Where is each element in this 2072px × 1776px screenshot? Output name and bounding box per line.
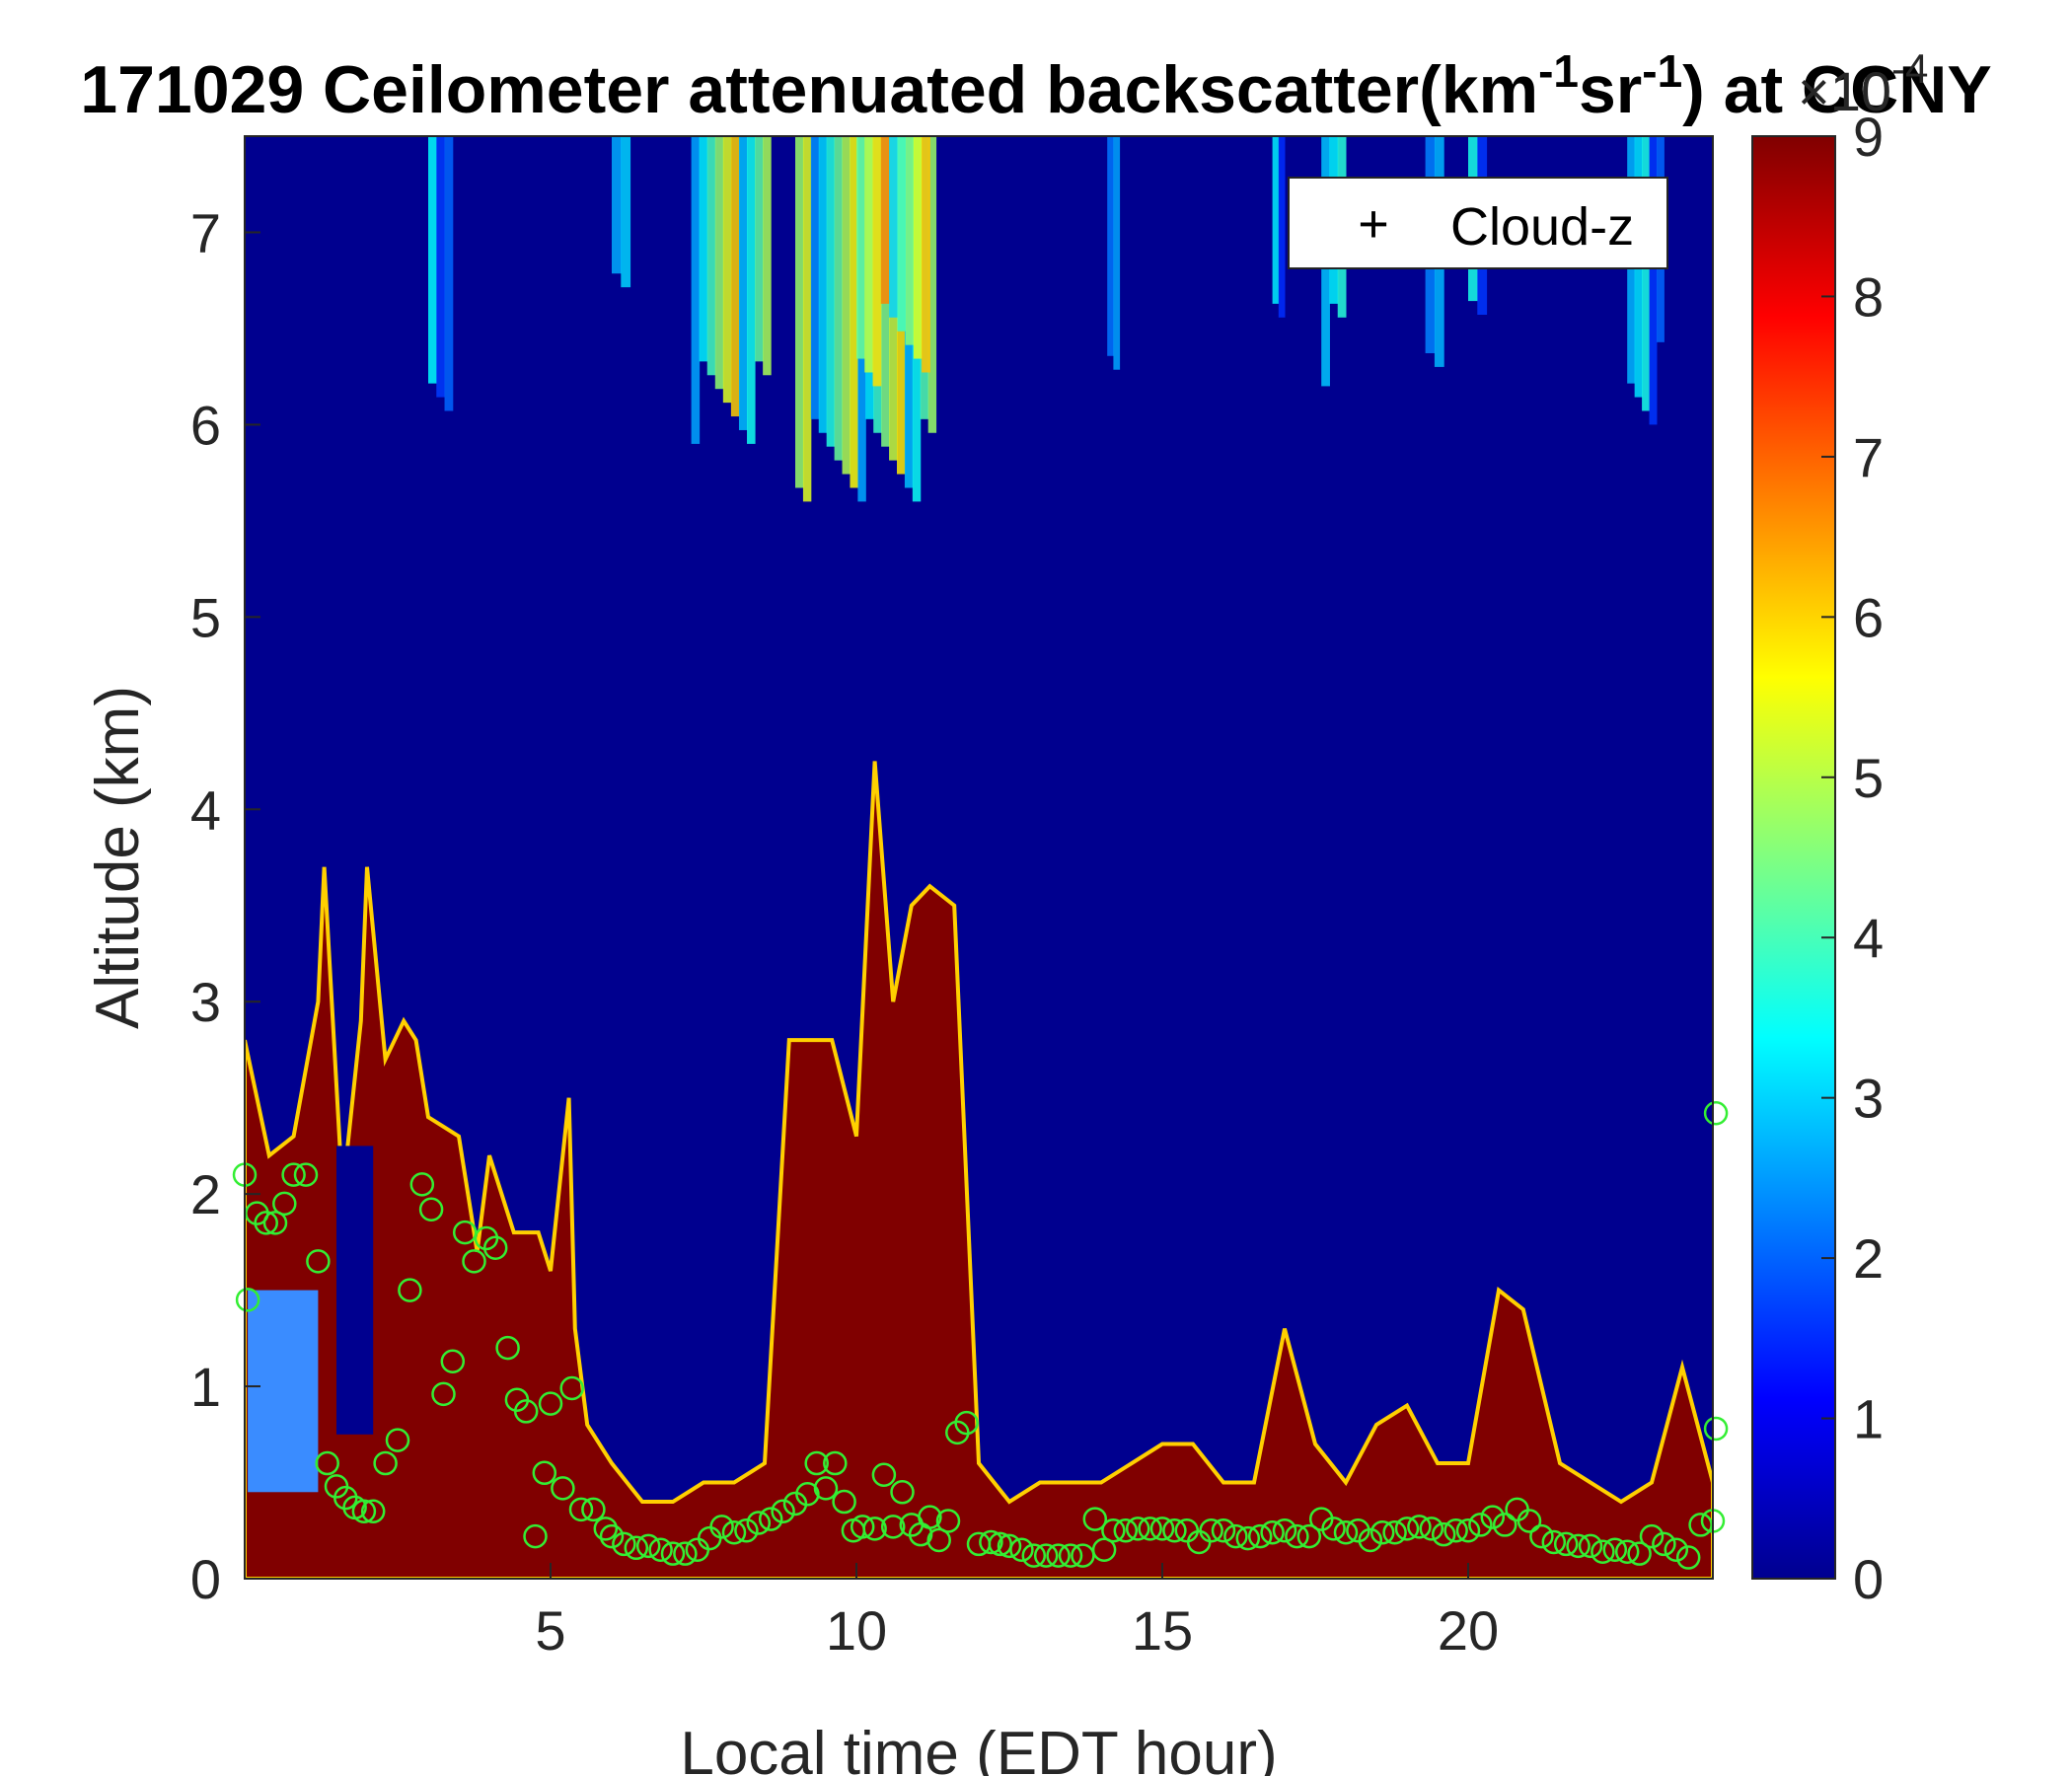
y-tick-label: 2 [190, 1163, 221, 1225]
colorbar-tick-label: 2 [1853, 1227, 1884, 1290]
cloud-streak [1113, 136, 1120, 370]
plot-area: 5 10 15 20 0 1 2 3 4 5 6 7 [190, 136, 1727, 1662]
cloud-streak [621, 136, 630, 287]
cloud-streak [881, 136, 890, 304]
cloud-streak [819, 136, 827, 433]
cloud-streak [428, 136, 437, 384]
cloud-streak [731, 136, 740, 416]
cloud-streak [707, 136, 716, 375]
cloud-streak [612, 136, 622, 273]
y-tick-label: 6 [190, 394, 221, 456]
cloud-streak [795, 136, 803, 487]
cloud-streak [763, 136, 772, 375]
cloud-streak [700, 136, 708, 361]
cloud-streak [864, 136, 873, 372]
cloud-streak [715, 136, 724, 389]
y-tick-label: 7 [190, 201, 221, 263]
low-backscatter-patch [248, 1291, 318, 1493]
cloud-streak [897, 136, 906, 332]
cloud-streak [843, 136, 851, 475]
colorbar-tick-label: 7 [1853, 426, 1884, 488]
colorbar-tick-label: 8 [1853, 265, 1884, 328]
x-tick-label: 20 [1438, 1599, 1499, 1662]
cloud-streak [914, 136, 923, 359]
cloud-streak [827, 136, 835, 447]
cloud-streak [739, 136, 748, 430]
cloud-streak [873, 136, 882, 386]
cloud-streak [436, 136, 445, 398]
colorbar: 0123456789 ×10-4 [1752, 45, 1928, 1610]
y-tick-label: 3 [190, 971, 221, 1033]
x-tick-label: 15 [1132, 1599, 1193, 1662]
cloud-streak [723, 136, 732, 403]
cloud-streak [692, 136, 701, 444]
cloud-streak [922, 136, 930, 372]
x-axis-label: Local time (EDT hour) [680, 1720, 1277, 1776]
cloud-streak [835, 136, 843, 461]
legend: + Cloud-z [1289, 178, 1667, 268]
colorbar-tick-label: 4 [1853, 907, 1884, 969]
cloud-streak [445, 136, 454, 410]
cloud-streak [1273, 136, 1280, 304]
cloud-streak [856, 136, 865, 359]
legend-marker: + [1358, 194, 1389, 254]
colorbar-tick-label: 1 [1853, 1388, 1884, 1450]
clear-gap-patch [336, 1146, 373, 1434]
y-tick-label: 0 [190, 1548, 221, 1610]
legend-label: Cloud-z [1450, 197, 1634, 257]
cloud-streak [906, 136, 915, 345]
y-axis-label: Altitude (km) [84, 686, 152, 1029]
cloud-streak [803, 136, 811, 501]
colorbar-tick-label: 3 [1853, 1068, 1884, 1130]
y-tick-label: 1 [190, 1356, 221, 1418]
cloud-streak [755, 136, 764, 361]
y-tick-label: 5 [190, 586, 221, 648]
colorbar-tick-label: 5 [1853, 747, 1884, 809]
colorbar-tick-label: 0 [1853, 1548, 1884, 1610]
colorbar-tick-label: 6 [1853, 586, 1884, 648]
cloud-streak [811, 136, 819, 419]
x-tick-label: 10 [826, 1599, 887, 1662]
cloud-streak [889, 136, 898, 318]
chart-title: 171029 Ceilometer attenuated backscatter… [80, 45, 1991, 127]
colorbar-gradient [1752, 136, 1835, 1579]
cloud-streak [747, 136, 756, 444]
cloud-streak [1279, 136, 1286, 318]
y-tick-label: 4 [190, 778, 221, 841]
x-tick-label: 5 [535, 1599, 565, 1662]
cloud-streak [1107, 136, 1114, 356]
